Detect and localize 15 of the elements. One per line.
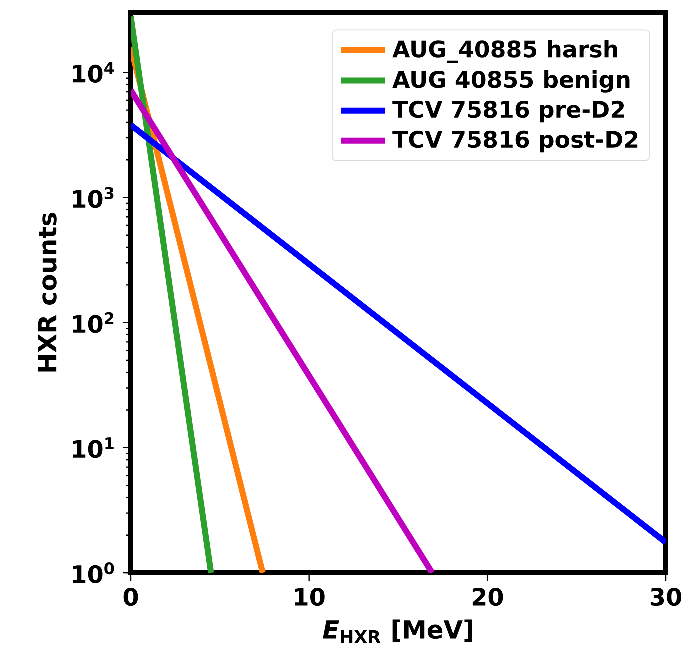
x-axis-title: E$_{HXR}$ [MeV] (323, 620, 472, 644)
legend-label: AUG 40855 benign (392, 70, 630, 93)
y-tick-label: 10$^{1}$ (73, 438, 114, 458)
y-tick-label: 10$^{0}$ (73, 562, 114, 584)
legend-label: TCV 75816 pre-D2 (392, 100, 624, 123)
y-tick-label: 10$^{3}$ (73, 187, 114, 208)
x-tick-label: 10 (295, 588, 325, 606)
x-tick-label: 30 (650, 588, 682, 606)
y-tick-label: 10$^{4}$ (73, 62, 114, 83)
legend-label: AUG_40885 harsh (392, 40, 618, 63)
y-tick-label: 10$^{2}$ (73, 312, 114, 334)
legend-label: TCV 75816 post-D2 (392, 130, 638, 153)
x-tick-label: 20 (472, 588, 504, 606)
x-tick-label: 0 (124, 588, 138, 606)
y-axis-title: HXR counts (38, 213, 57, 372)
